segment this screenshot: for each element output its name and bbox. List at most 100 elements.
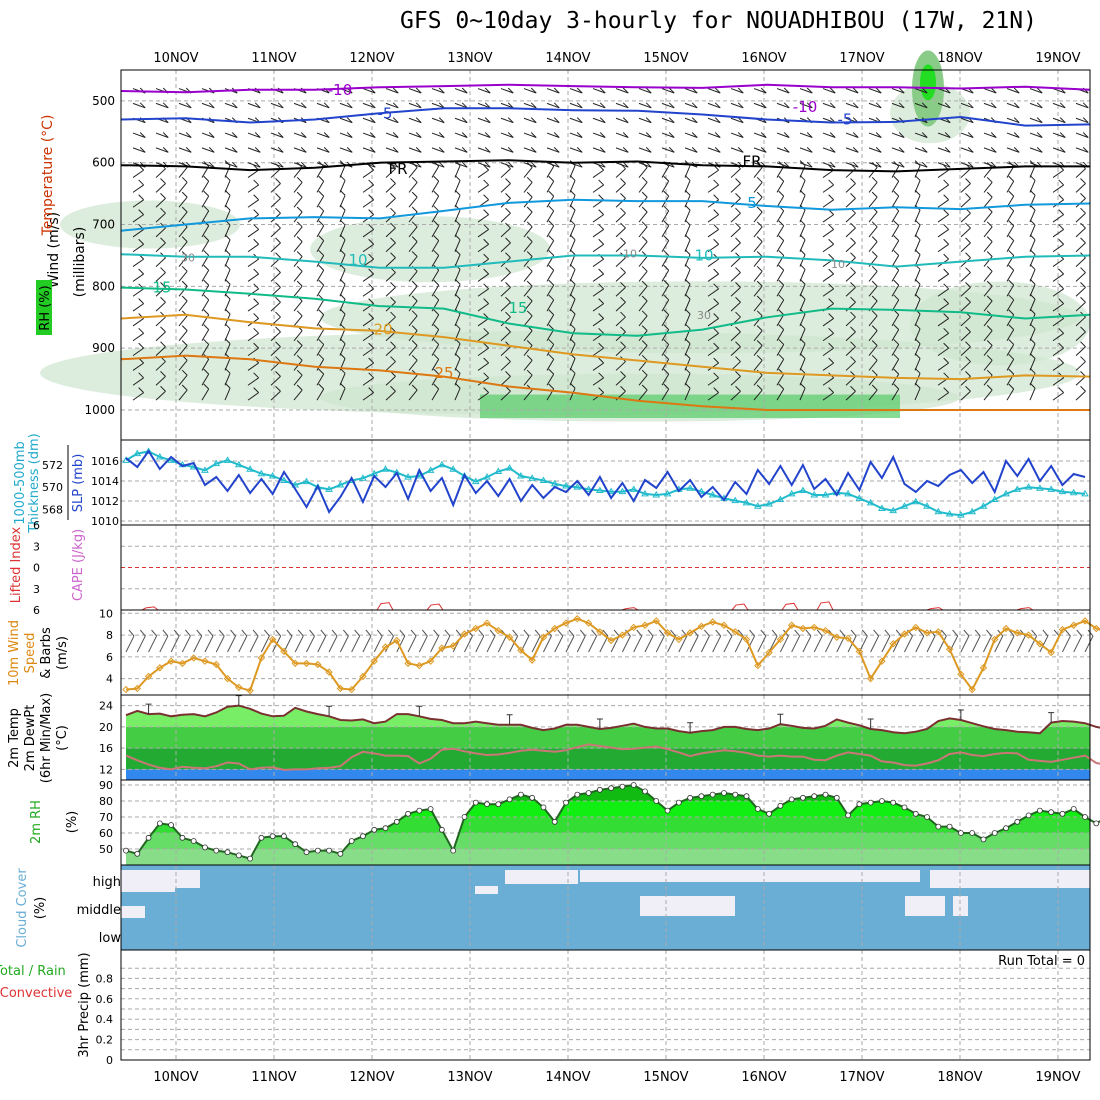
wind-barb <box>845 331 856 342</box>
wind-barb <box>914 132 928 138</box>
wind-barb <box>546 180 555 193</box>
wind-barb-flag <box>598 387 605 394</box>
wind-barb-flag <box>645 146 652 153</box>
thickness-series-point <box>652 491 661 498</box>
thickness-series-point <box>155 452 164 460</box>
wind-barb <box>891 225 900 238</box>
wind-barb-flag <box>526 176 533 183</box>
wind-barb <box>385 361 396 371</box>
wind-barb-flag <box>691 117 698 124</box>
wind-barb-flag <box>1080 341 1086 348</box>
wind-barb <box>661 344 670 356</box>
thickness-series-point <box>404 473 412 480</box>
wind-barb-flag <box>369 132 376 138</box>
wind-barb <box>293 389 303 401</box>
slp-series <box>125 449 1086 514</box>
wind-barb <box>822 362 834 371</box>
rh-shade-blob <box>480 394 900 418</box>
wind-barb-flag <box>160 282 166 288</box>
wind-barb <box>868 211 878 223</box>
wind-tick-label: 6 <box>106 651 113 664</box>
wind-barb-flag <box>871 354 878 361</box>
wind-barb <box>707 169 719 178</box>
li-tick-label: 3 <box>33 540 40 553</box>
run-total-label: Run Total = 0 <box>998 954 1085 969</box>
wind-barb <box>306 635 315 653</box>
wind-barb-flag <box>622 161 629 168</box>
wind-barb-flag <box>185 146 192 153</box>
wind-barb-flag <box>756 384 763 391</box>
wind-barb-flag <box>1029 219 1036 226</box>
axis-label-cloud: Cloud Cover <box>15 868 30 948</box>
wind-barb-flag <box>203 294 210 301</box>
wind-barb-flag <box>641 221 648 228</box>
wind-barb-flag <box>411 206 418 213</box>
thickness-series-point <box>1035 484 1044 491</box>
wind-speed-series-point <box>878 657 886 665</box>
wind-barb-flag <box>275 326 281 333</box>
wind-barb-flag <box>390 207 396 214</box>
wind-barb <box>477 132 491 138</box>
wind-barb <box>707 214 719 223</box>
wind-barb-flag <box>806 132 813 138</box>
rh-series-point <box>314 847 321 854</box>
wind-barb-flag <box>526 265 533 272</box>
wind-barb-flag <box>139 132 146 138</box>
wind-barb-flag <box>914 175 921 181</box>
wind-barb-flag <box>684 293 691 300</box>
wind-barb <box>132 318 144 327</box>
wind-barb <box>845 272 856 282</box>
thickness-series-point <box>144 447 153 454</box>
wind-barb-flag <box>253 342 260 349</box>
rh-series-point <box>766 810 772 817</box>
wind-barb-flag <box>641 176 648 183</box>
wind-barb <box>155 242 166 253</box>
wind-barb-flag <box>684 367 691 374</box>
wind-barb <box>500 361 511 371</box>
wind-barb <box>707 258 719 267</box>
wind-speed-series-point <box>821 626 830 635</box>
wind-barb-flag <box>467 629 473 637</box>
rh-series-point <box>360 833 366 840</box>
wind-barb <box>914 162 928 168</box>
wind-barb <box>1075 147 1089 153</box>
wind-barb-flag <box>162 629 169 637</box>
wind-barb <box>868 167 878 178</box>
wind-barb <box>293 271 303 282</box>
wind-barb-flag <box>737 102 744 109</box>
wind-barb <box>385 168 396 178</box>
wind-barb-flag <box>548 235 555 241</box>
wind-barb-flag <box>1029 249 1036 255</box>
wind-barb <box>983 241 993 253</box>
contour-label: -5 <box>838 110 853 128</box>
cloud-cell <box>505 870 578 884</box>
wind-speed-series-point <box>257 654 266 662</box>
thickness-series-point <box>799 486 807 494</box>
wind-barb <box>362 184 374 193</box>
thickness-series-point <box>1024 483 1033 490</box>
wind-barb <box>431 180 440 193</box>
wind-barb-flag <box>433 175 440 182</box>
rh-series-point <box>1093 820 1100 827</box>
wind-barb <box>431 88 445 94</box>
wind-barb-flag <box>138 209 145 215</box>
wind-barb <box>753 345 763 356</box>
wind-barb-flag <box>1058 209 1065 215</box>
wind-barb-flag <box>1036 117 1043 124</box>
wind-barb-flag <box>454 353 461 359</box>
lifted-index-series <box>781 602 799 611</box>
wind-barb-flag <box>914 249 921 255</box>
wind-barb-flag <box>641 295 648 302</box>
wind-barb <box>937 214 949 223</box>
wind-barb-flag <box>454 323 461 330</box>
date-label-top: 15NOV <box>643 51 688 66</box>
wind-barb-flag <box>218 629 225 637</box>
cloud-cell <box>905 896 945 916</box>
wind-barb <box>730 147 744 153</box>
wind-barb <box>316 240 325 253</box>
wind-barb-flag <box>173 629 180 637</box>
wind-barb-flag <box>778 264 785 271</box>
li-tick-label: 3 <box>33 583 40 596</box>
rh-legend-swatch <box>36 280 52 335</box>
date-label-bottom: 13NOV <box>447 1070 492 1085</box>
